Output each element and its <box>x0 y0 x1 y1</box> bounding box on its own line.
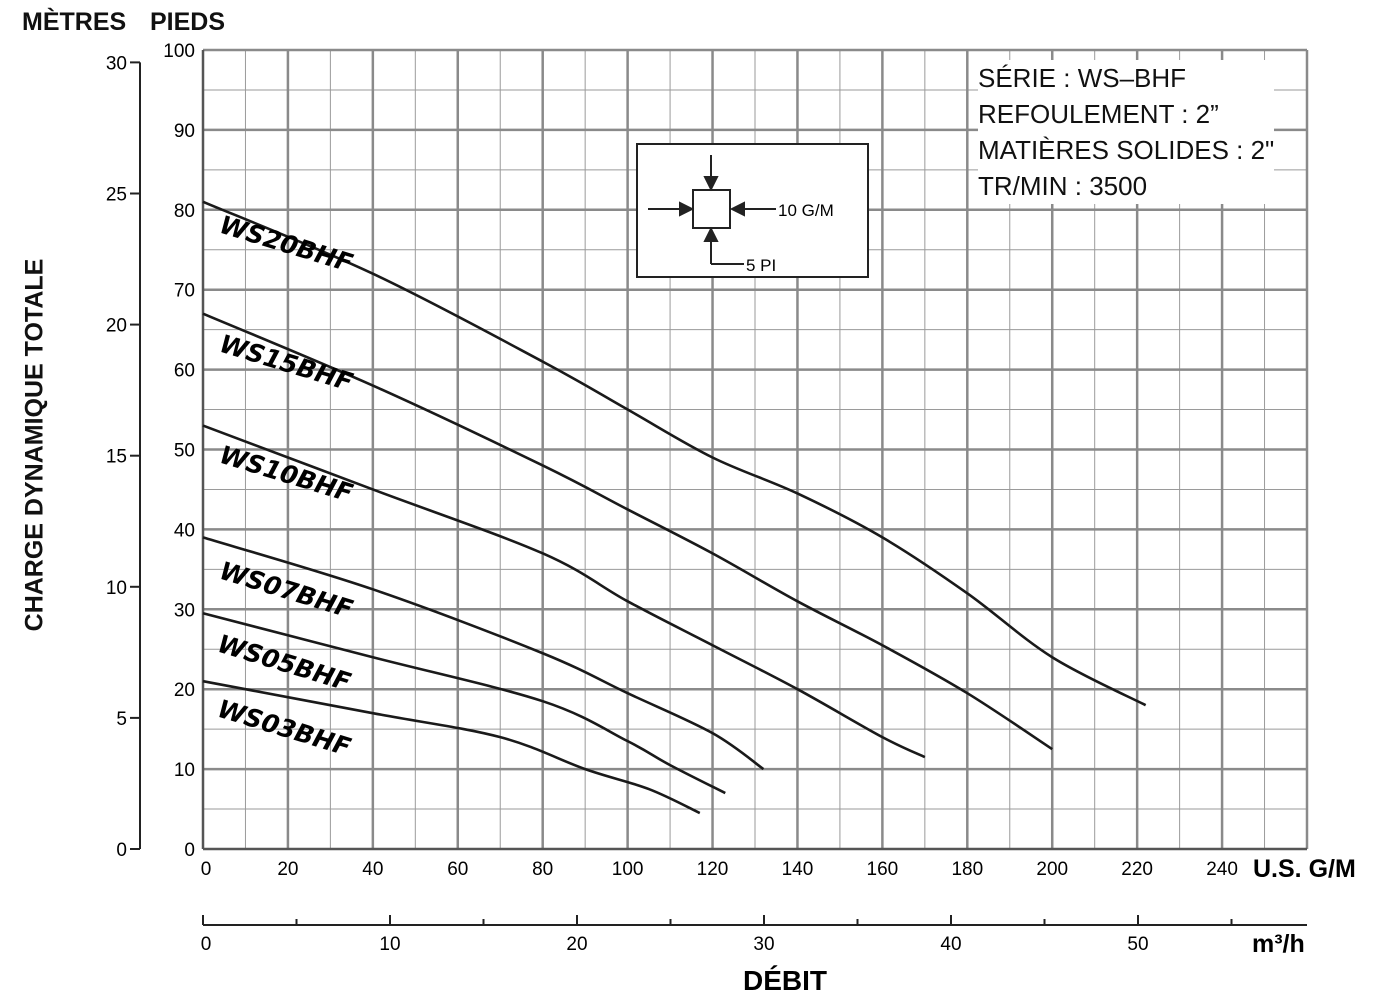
x-tick-label-gpm: 80 <box>532 859 553 880</box>
metres-unit-label: MÈTRES <box>22 8 127 36</box>
info-refoulement: REFOULEMENT : 2” <box>978 99 1219 129</box>
x-tick-label-gpm: 0 <box>201 859 212 880</box>
inset-flow-label: 10 G/M <box>778 201 834 220</box>
x-tick-label-gpm: 160 <box>867 859 899 880</box>
x-tick-label-gpm: 140 <box>782 859 814 880</box>
x-tick-label-gpm: 20 <box>277 859 298 880</box>
x-tick-label-gpm: 200 <box>1036 859 1068 880</box>
y-tick-label-metres: 30 <box>106 53 127 74</box>
x-tick-label-m3h: 0 <box>201 934 212 955</box>
x-unit-gpm: U.S. G/M <box>1253 855 1356 883</box>
y-tick-label-feet: 10 <box>174 760 195 781</box>
info-serie: SÉRIE : WS–BHF <box>978 63 1187 93</box>
x-tick-label-gpm: 60 <box>447 859 468 880</box>
y-tick-label-feet: 90 <box>174 121 195 142</box>
y-tick-label-feet: 20 <box>174 680 195 701</box>
info-matieres-solides: MATIÈRES SOLIDES : 2" <box>978 135 1275 165</box>
y-tick-label-feet: 0 <box>184 840 195 861</box>
curve-labels: WS20BHFWS15BHFWS10BHFWS07BHFWS05BHFWS03B… <box>214 210 356 762</box>
x-tick-label-gpm: 240 <box>1206 859 1238 880</box>
inset-frame <box>636 143 869 278</box>
y-tick-label-feet: 70 <box>174 281 195 302</box>
y-tick-label-metres: 10 <box>106 578 127 599</box>
y-tick-label-metres: 0 <box>116 840 127 861</box>
axes <box>130 50 1307 926</box>
x-tick-label-m3h: 50 <box>1127 934 1148 955</box>
x-tick-label-gpm: 120 <box>697 859 729 880</box>
curve-ws03bhf <box>202 679 701 815</box>
curve-label-ws20bhf: WS20BHF <box>216 210 356 278</box>
y-tick-label-feet: 100 <box>163 41 195 62</box>
x-tick-label-gpm: 100 <box>612 859 644 880</box>
y-tick-label-feet: 30 <box>174 600 195 621</box>
curve-label-ws15bhf: WS15BHF <box>216 329 356 397</box>
curve-ws15bhf <box>202 312 1053 751</box>
curve-label-ws07bhf: WS07BHF <box>216 556 356 624</box>
y-tick-label-metres: 25 <box>106 184 127 205</box>
y-tick-label-feet: 50 <box>174 441 195 462</box>
x-axis-title: DÉBIT <box>743 965 827 996</box>
x-tick-label-m3h: 20 <box>566 934 587 955</box>
pieds-unit-label: PIEDS <box>150 8 226 36</box>
inset-arrows-icon <box>648 155 776 265</box>
x-tick-label-m3h: 40 <box>940 934 961 955</box>
pump-curves <box>202 200 1147 815</box>
x-unit-m3h: m³/h <box>1252 930 1305 958</box>
y-tick-label-metres: 5 <box>116 709 127 730</box>
inset-square <box>692 189 731 229</box>
x-tick-label-m3h: 10 <box>379 934 400 955</box>
inset-head-label: 5 PI <box>746 256 776 275</box>
y-tick-label-metres: 15 <box>106 447 127 468</box>
y-tick-label-feet: 80 <box>174 201 195 222</box>
y-tick-label-metres: 20 <box>106 316 127 337</box>
y-tick-label-feet: 60 <box>174 361 195 382</box>
curve-ws10bhf <box>202 424 926 759</box>
series-info-box: SÉRIE : WS–BHF REFOULEMENT : 2” MATIÈRES… <box>978 60 1275 204</box>
x-tick-label-gpm: 180 <box>951 859 983 880</box>
x-tick-label-m3h: 30 <box>753 934 774 955</box>
inset-box: 10 G/M 5 PI <box>636 143 869 278</box>
x-tick-label-gpm: 220 <box>1121 859 1153 880</box>
curve-ws05bhf <box>202 612 726 795</box>
info-tr-min: TR/MIN : 3500 <box>978 171 1148 201</box>
y-axis-title: CHARGE DYNAMIQUE TOTALE <box>20 258 49 632</box>
curve-label-ws03bhf: WS03BHF <box>214 694 354 762</box>
curve-ws07bhf <box>202 536 765 771</box>
y-tick-label-feet: 40 <box>174 520 195 541</box>
curve-ws20bhf <box>202 200 1147 707</box>
x-tick-label-gpm: 40 <box>362 859 383 880</box>
